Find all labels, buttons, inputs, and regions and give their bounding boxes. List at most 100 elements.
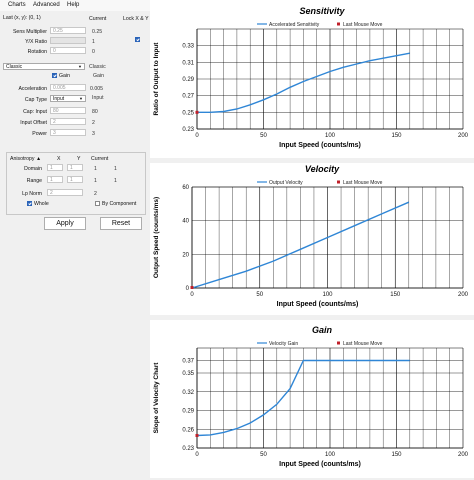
chart-title: Sensitivity — [299, 6, 345, 16]
sens-multiplier-label: Sens Multiplier — [12, 29, 47, 35]
chevron-down-icon: ▼ — [79, 96, 83, 101]
accel-type-current: Classic — [89, 64, 106, 70]
series-line — [196, 359, 410, 437]
range-current-x: 1 — [94, 178, 97, 184]
gain-label: Gain — [59, 73, 70, 79]
rotation-current: 0 — [92, 49, 95, 55]
y-tick-label: 0.33 — [182, 44, 194, 50]
x-tick-label: 200 — [458, 452, 469, 458]
rotation-input[interactable]: 0 — [50, 47, 86, 54]
last-mouse-move-point — [195, 434, 199, 437]
last-move-label: Last (x, y): (0, 1) — [3, 15, 41, 21]
lock-xy-label: Lock X & Y — [123, 16, 149, 22]
anisotropy-col-current: Current — [91, 156, 109, 162]
input-cap-label: Cap: Input — [23, 109, 47, 115]
sensitivity-chart-svg: Sensitivity Accelerated Sensitivity Last M… — [153, 6, 469, 149]
legend-marker-swatch — [337, 180, 340, 184]
power-input[interactable]: 3 — [50, 129, 86, 136]
x-tick-label: 150 — [390, 292, 401, 298]
y-tick-label: 0.23 — [182, 127, 194, 133]
range-y-input[interactable]: 1 — [67, 176, 83, 183]
y-tick-label: 0 — [186, 286, 190, 292]
chart-title: Velocity — [305, 164, 340, 174]
y-tick-label: 0.27 — [182, 94, 194, 100]
last-mouse-move-point — [195, 110, 199, 114]
y-tick-label: 0.32 — [182, 390, 194, 396]
lp-norm-input[interactable]: 2 — [47, 189, 83, 196]
y-tick-label: 0.37 — [182, 359, 194, 365]
power-current: 3 — [92, 131, 95, 137]
domain-current-x: 1 — [94, 166, 97, 172]
menu-charts[interactable]: Charts — [8, 2, 26, 8]
y-axis-label: Ratio of Output to Input — [153, 42, 160, 116]
current-header: Current — [89, 16, 107, 22]
acceleration-current: 0.005 — [90, 86, 103, 92]
menu-help[interactable]: Help — [67, 2, 80, 8]
accel-type-value: Classic — [6, 64, 23, 70]
legend-entry-last-move: Last Mouse Move — [343, 180, 383, 186]
sensitivity-chart: Sensitivity Accelerated Sensitivity Last M… — [150, 0, 474, 158]
x-tick-label: 50 — [256, 292, 263, 298]
yx-ratio-current: 1 — [92, 39, 95, 45]
series-line — [197, 52, 410, 114]
cap-type-current: Input — [92, 95, 104, 101]
by-component-label: By Component — [102, 201, 137, 207]
apply-button[interactable]: Apply — [44, 217, 86, 230]
x-tick-label: 150 — [391, 452, 402, 458]
range-label: Range — [26, 178, 42, 184]
rotation-label: Rotation — [27, 49, 47, 55]
menu-advanced[interactable]: Advanced — [33, 2, 60, 8]
by-component-checkbox[interactable] — [95, 201, 100, 206]
y-tick-label: 0.23 — [182, 446, 194, 452]
input-offset-label: Input Offset — [20, 120, 47, 126]
domain-x-input[interactable]: 1 — [47, 164, 63, 171]
legend-entry-last-move: Last Mouse Move — [343, 341, 383, 347]
legend-marker-swatch — [337, 341, 340, 345]
x-tick-label: 50 — [260, 133, 267, 139]
lp-norm-current: 2 — [94, 191, 97, 197]
domain-current-y: 1 — [114, 166, 117, 172]
gain-checkbox[interactable] — [52, 73, 57, 78]
input-cap-input[interactable]: 80 — [50, 107, 86, 114]
yx-ratio-label: Y/X Ratio — [25, 39, 47, 45]
whole-checkbox[interactable] — [27, 201, 32, 206]
sens-multiplier-input[interactable]: 0.25 — [50, 27, 86, 34]
x-tick-label: 0 — [195, 452, 199, 458]
power-label: Power — [32, 131, 47, 137]
range-x-input[interactable]: 1 — [47, 176, 63, 183]
lock-xy-checkbox[interactable] — [135, 37, 140, 42]
acceleration-input[interactable]: 0.005 — [50, 84, 86, 91]
acceleration-label: Acceleration — [18, 86, 47, 92]
cap-type-select[interactable]: Input ▼ — [50, 95, 86, 102]
gain-current: Gain — [93, 73, 104, 79]
y-axis-label: Slope of Velocity Chart — [153, 362, 160, 434]
yx-ratio-input[interactable] — [50, 37, 86, 44]
anisotropy-group: Anisotropy ▲ X Y Current Domain 1 1 1 1 … — [6, 152, 146, 215]
chevron-down-icon: ▼ — [78, 64, 82, 69]
x-tick-label: 0 — [195, 133, 199, 139]
range-current-y: 1 — [114, 178, 117, 184]
y-axis-label: Output Speed (counts/ms) — [153, 197, 160, 278]
anisotropy-col-x: X — [57, 156, 61, 162]
x-tick-label: 200 — [458, 133, 469, 139]
domain-y-input[interactable]: 1 — [67, 164, 83, 171]
chart-title: Gain — [312, 325, 333, 335]
input-cap-current: 80 — [92, 109, 98, 115]
y-tick-label: 0.31 — [182, 60, 194, 66]
anisotropy-title[interactable]: Anisotropy ▲ — [10, 156, 42, 162]
gain-chart-svg: Gain Velocity Gain Last Mouse Move 0 50 100 15… — [153, 325, 469, 468]
y-tick-label: 20 — [182, 252, 189, 258]
y-tick-label: 0.29 — [182, 409, 194, 415]
y-tick-label: 0.25 — [182, 110, 194, 116]
input-offset-input[interactable]: 2 — [50, 118, 86, 125]
y-tick-label: 40 — [182, 219, 189, 225]
y-tick-label: 0.29 — [182, 77, 194, 83]
anisotropy-col-y: Y — [77, 156, 81, 162]
x-axis-label: Input Speed (counts/ms) — [277, 301, 359, 308]
accel-type-select[interactable]: Classic ▼ — [3, 63, 85, 70]
legend-entry-series: Velocity Gain — [269, 341, 298, 347]
reset-button[interactable]: Reset — [100, 217, 142, 230]
legend-marker-swatch — [337, 22, 340, 26]
y-tick-label: 0.26 — [182, 427, 194, 433]
